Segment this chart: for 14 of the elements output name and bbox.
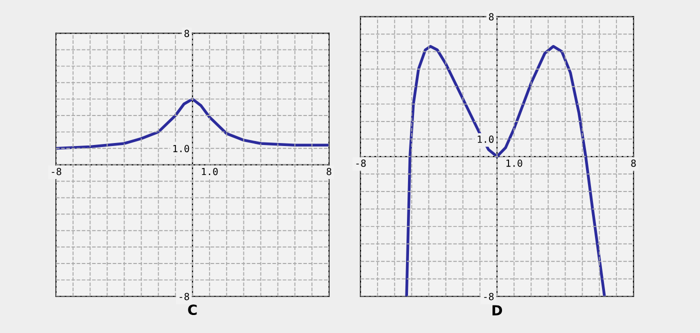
y-tick-label: -8: [180, 292, 190, 300]
text: C: [188, 304, 197, 316]
y-tick-label: 8: [184, 30, 190, 38]
y-tick-label: 8: [488, 13, 494, 21]
text: D: [492, 305, 502, 316]
x-tick-label: 1.0: [506, 160, 522, 167]
y-tick-label: -8: [484, 292, 494, 300]
x-tick-label: -8: [356, 160, 366, 167]
y-tick-label: 1.0: [173, 144, 190, 152]
y-tick-label: 1.0: [478, 136, 494, 143]
x-tick-label: -8: [52, 168, 62, 176]
x-tick-label: 1.0: [202, 168, 218, 176]
x-tick-label: 8: [631, 160, 636, 167]
x-tick-label: 8: [326, 168, 332, 176]
